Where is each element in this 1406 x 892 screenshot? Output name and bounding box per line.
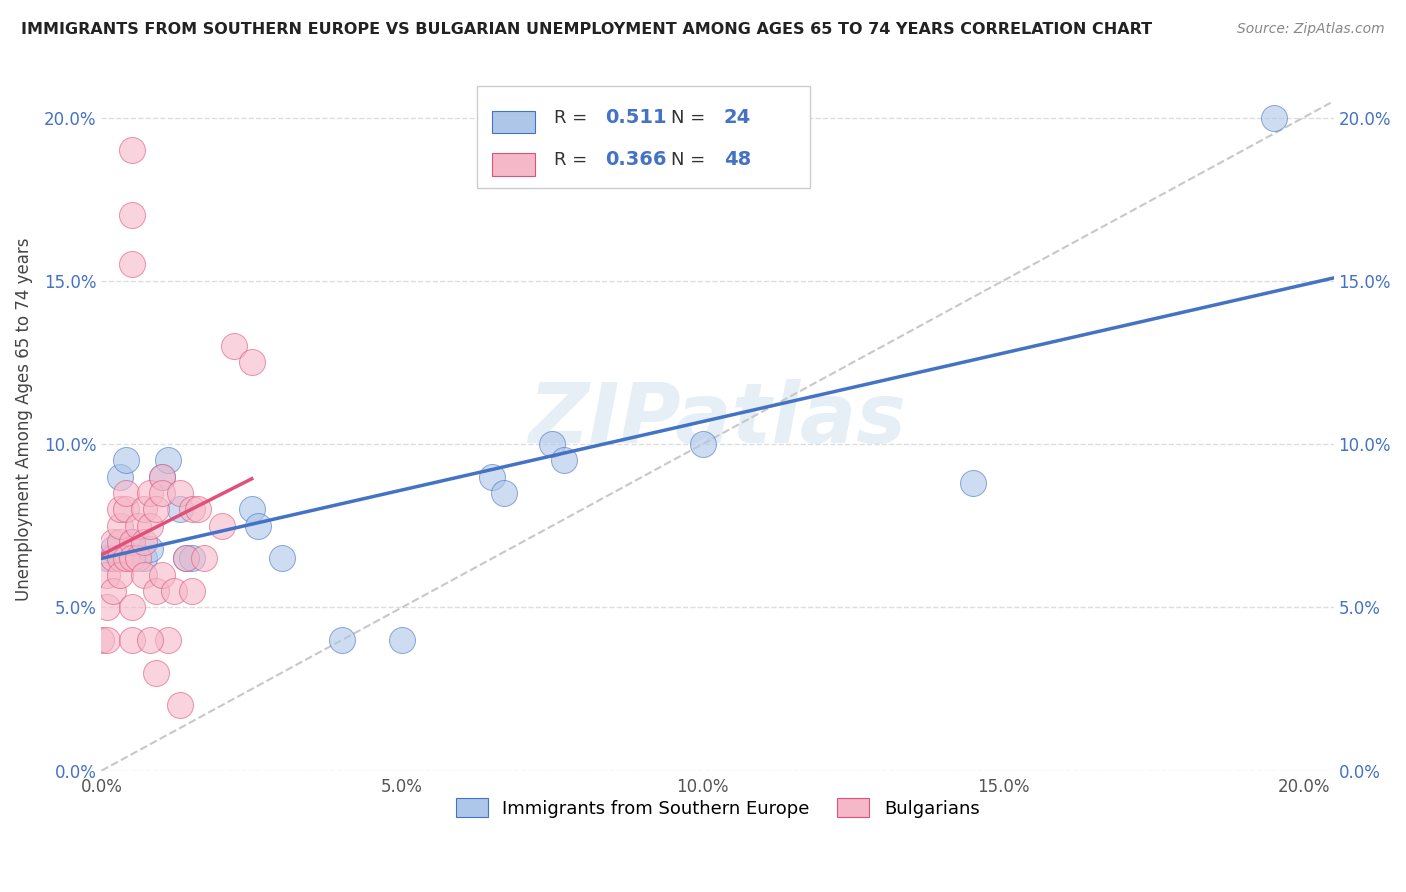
Point xyxy=(145,502,167,516)
Point xyxy=(114,453,136,467)
Point xyxy=(121,633,143,648)
Point xyxy=(391,633,413,648)
Point xyxy=(174,551,197,566)
Legend: Immigrants from Southern Europe, Bulgarians: Immigrants from Southern Europe, Bulgari… xyxy=(449,791,987,825)
FancyBboxPatch shape xyxy=(477,86,810,188)
Point xyxy=(108,551,131,566)
Text: R =: R = xyxy=(554,151,593,169)
FancyBboxPatch shape xyxy=(492,153,536,176)
Point xyxy=(187,502,209,516)
Point xyxy=(180,584,202,599)
Point xyxy=(108,502,131,516)
Y-axis label: Unemployment Among Ages 65 to 74 years: Unemployment Among Ages 65 to 74 years xyxy=(15,238,32,601)
Point xyxy=(150,486,173,500)
Point xyxy=(138,541,160,556)
Point xyxy=(180,502,202,516)
Point xyxy=(103,541,125,556)
Point xyxy=(90,633,112,648)
Point xyxy=(494,486,516,500)
Point xyxy=(541,437,564,451)
Point xyxy=(96,551,118,566)
Point xyxy=(150,567,173,582)
Point xyxy=(330,633,353,648)
Point xyxy=(145,584,167,599)
Point xyxy=(127,551,149,566)
Point xyxy=(132,502,155,516)
Point xyxy=(132,567,155,582)
Point xyxy=(103,584,125,599)
Point xyxy=(132,551,155,566)
Point xyxy=(169,698,191,713)
Point xyxy=(127,518,149,533)
Text: 48: 48 xyxy=(724,151,751,169)
Point xyxy=(96,633,118,648)
Point xyxy=(114,551,136,566)
Text: N =: N = xyxy=(671,109,711,127)
Point xyxy=(108,535,131,549)
Point xyxy=(108,518,131,533)
Text: 0.366: 0.366 xyxy=(606,151,666,169)
Point xyxy=(150,469,173,483)
Point xyxy=(180,551,202,566)
Point xyxy=(121,551,143,566)
Point xyxy=(103,551,125,566)
Point xyxy=(240,502,263,516)
Text: IMMIGRANTS FROM SOUTHERN EUROPE VS BULGARIAN UNEMPLOYMENT AMONG AGES 65 TO 74 YE: IMMIGRANTS FROM SOUTHERN EUROPE VS BULGA… xyxy=(21,22,1152,37)
Point xyxy=(121,535,143,549)
Point xyxy=(114,486,136,500)
Text: Source: ZipAtlas.com: Source: ZipAtlas.com xyxy=(1237,22,1385,37)
Text: R =: R = xyxy=(554,109,593,127)
Point xyxy=(1263,111,1285,125)
Point xyxy=(270,551,292,566)
Point xyxy=(553,453,575,467)
Point xyxy=(193,551,215,566)
Point xyxy=(121,209,143,223)
Point xyxy=(108,469,131,483)
Point xyxy=(246,518,269,533)
Point xyxy=(145,665,167,680)
Point xyxy=(481,469,503,483)
Point xyxy=(114,502,136,516)
Point xyxy=(162,584,184,599)
Point xyxy=(96,600,118,615)
Point xyxy=(240,355,263,369)
Point xyxy=(692,437,714,451)
Point xyxy=(156,633,179,648)
Point xyxy=(156,453,179,467)
Point xyxy=(138,633,160,648)
Point xyxy=(121,600,143,615)
Point xyxy=(962,476,984,491)
Point xyxy=(138,518,160,533)
Point xyxy=(222,339,245,353)
Point xyxy=(103,535,125,549)
Point xyxy=(96,567,118,582)
Point xyxy=(121,535,143,549)
Point xyxy=(174,551,197,566)
Point xyxy=(121,143,143,157)
Point xyxy=(138,486,160,500)
Point xyxy=(169,502,191,516)
Point xyxy=(211,518,233,533)
Point xyxy=(121,257,143,271)
Text: 0.511: 0.511 xyxy=(606,108,666,128)
Text: N =: N = xyxy=(671,151,711,169)
Text: 24: 24 xyxy=(724,108,751,128)
Point xyxy=(108,567,131,582)
FancyBboxPatch shape xyxy=(492,112,536,134)
Point xyxy=(132,535,155,549)
Point xyxy=(150,469,173,483)
Text: ZIPatlas: ZIPatlas xyxy=(529,379,907,460)
Point xyxy=(169,486,191,500)
